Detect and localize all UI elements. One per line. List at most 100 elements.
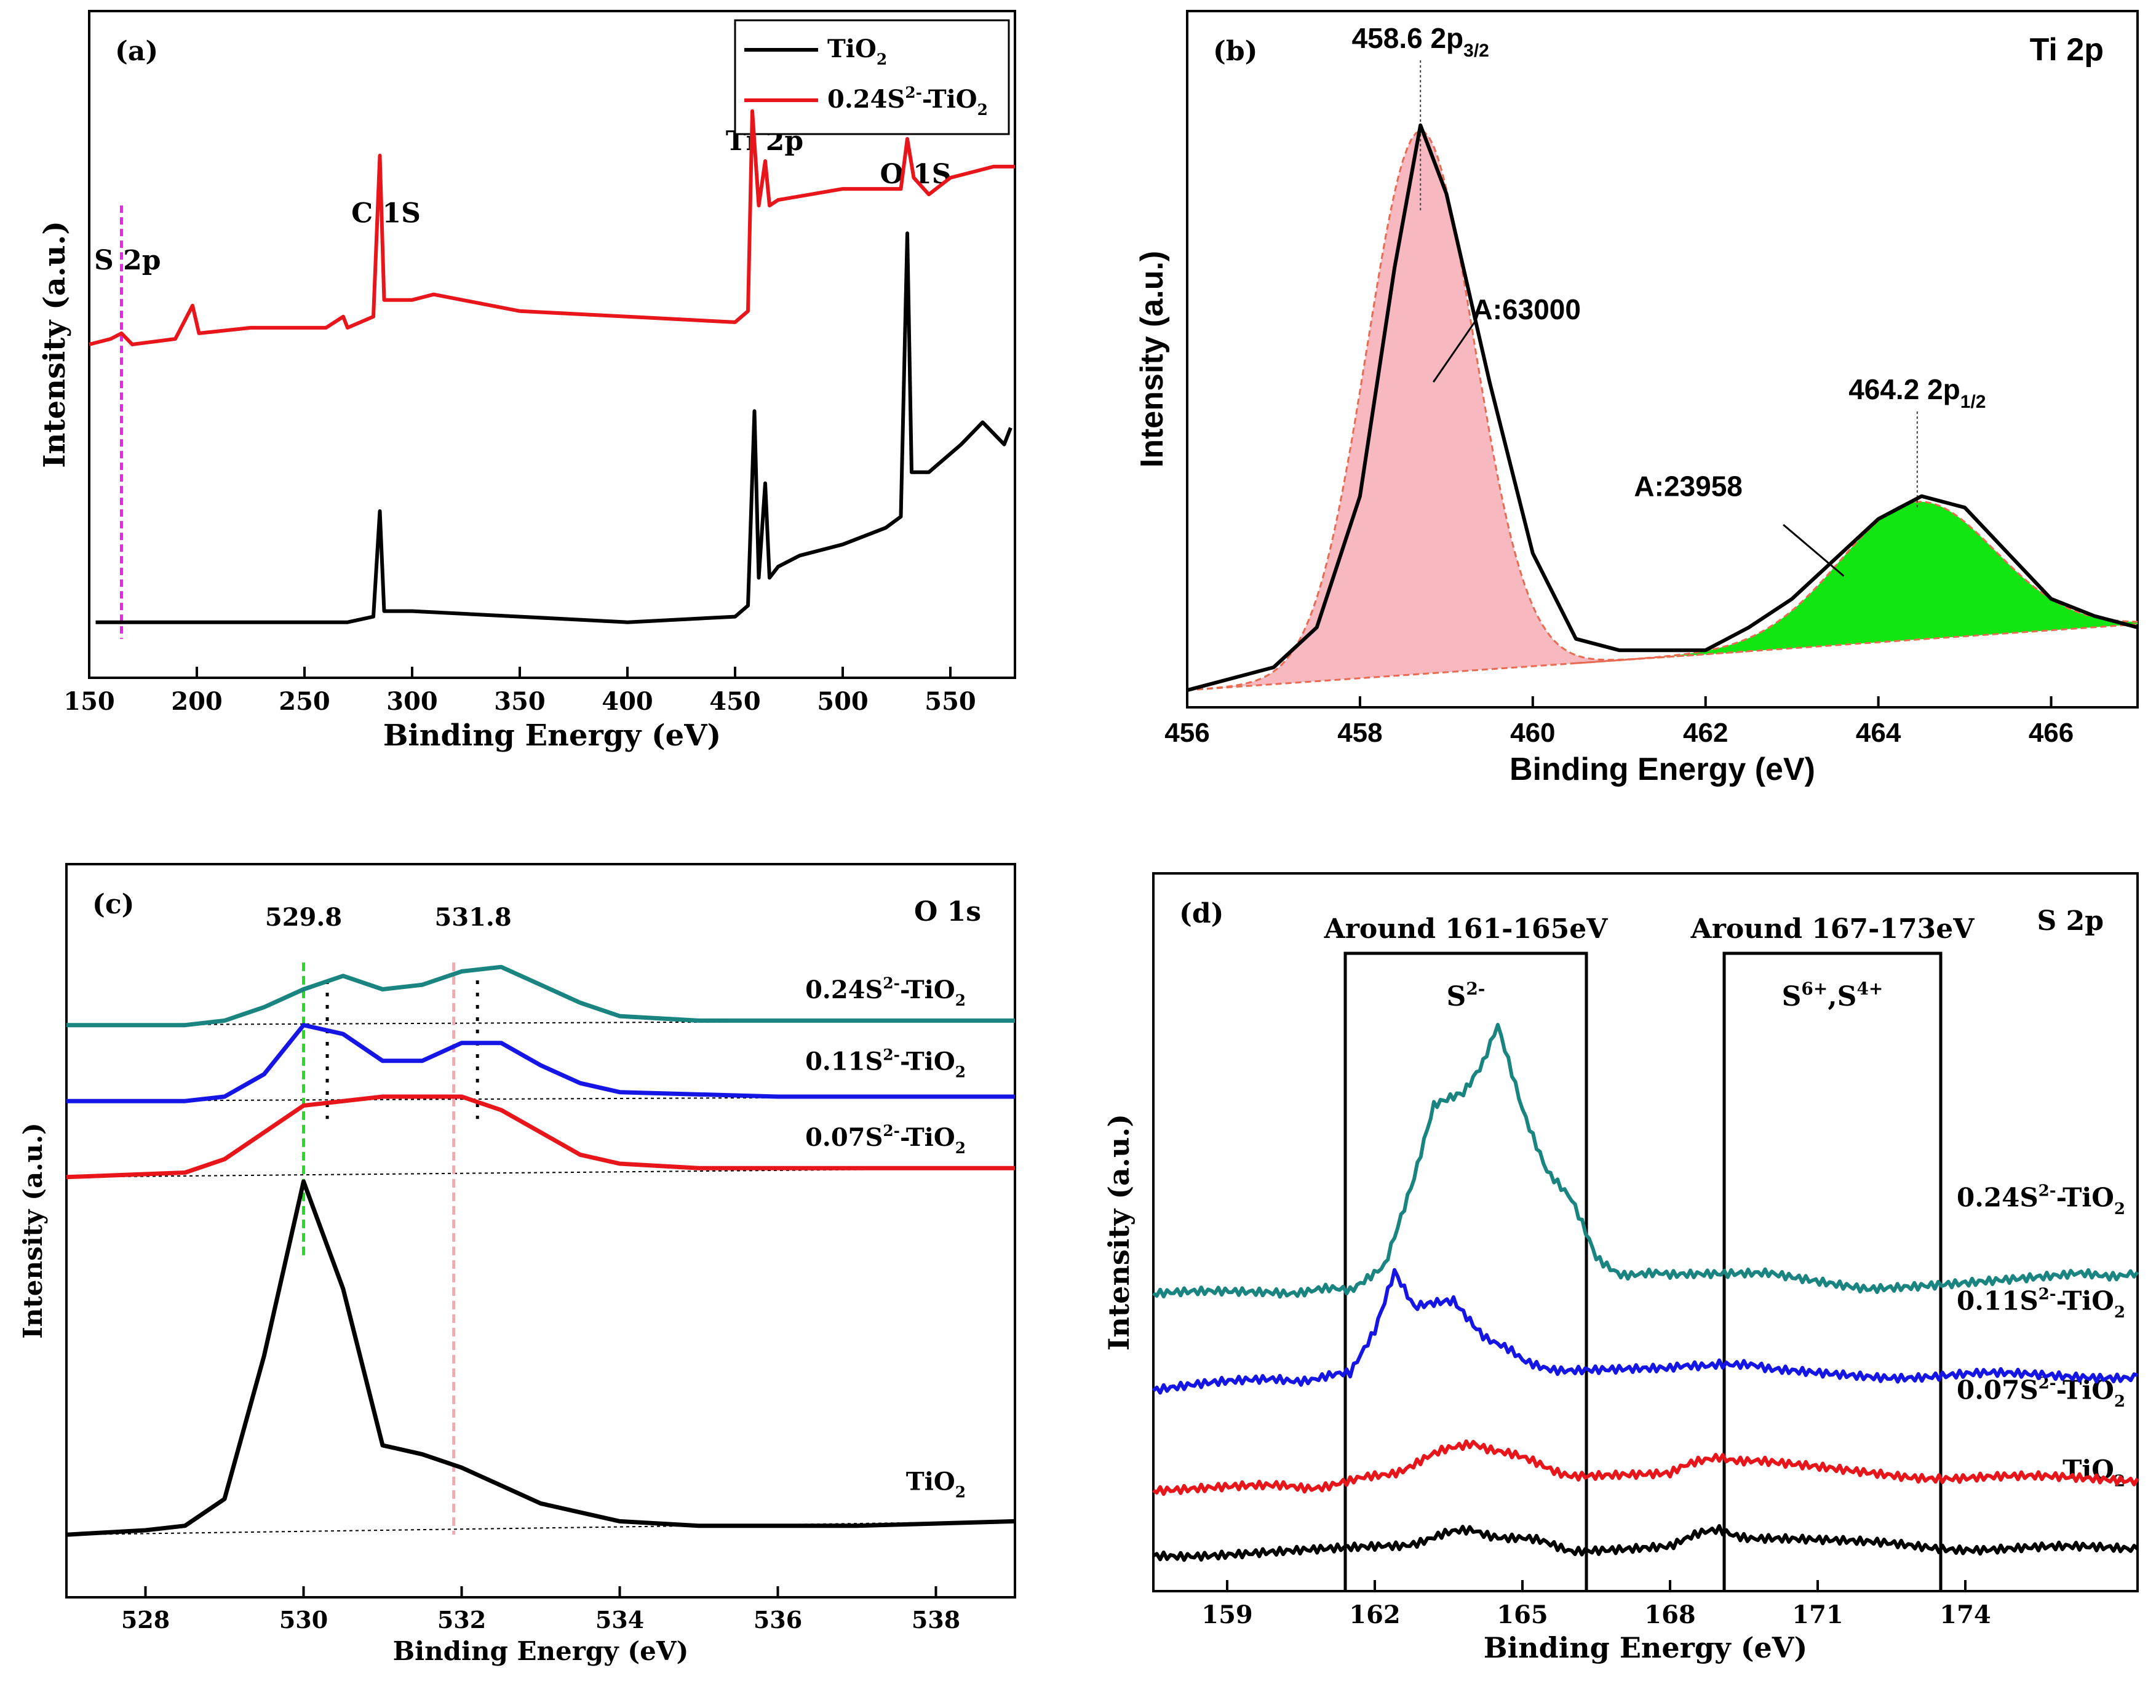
series-line — [66, 1023, 1015, 1103]
x-tick-label: 171 — [1792, 1600, 1844, 1629]
x-tick-label: 500 — [817, 687, 869, 716]
x-tick-label: 550 — [925, 687, 976, 716]
plot-frame — [65, 863, 1016, 1599]
label-mid: -TiO — [2056, 1183, 2114, 1213]
label-pre: 0.07S — [1957, 1375, 2039, 1405]
peak-position-label: 529.8 — [265, 903, 342, 932]
x-tick-label: 462 — [1683, 718, 1728, 748]
area-pointer — [1783, 523, 1845, 577]
region-ion: S2- — [1447, 979, 1486, 1012]
label-pre: 0.11S — [805, 1047, 883, 1076]
series-line — [66, 1094, 1015, 1180]
ion-sup: 6+ — [1801, 979, 1828, 999]
label-sub: 2 — [955, 991, 966, 1009]
legend-label: 0.24S2--TiO2 — [827, 84, 988, 119]
label-mid: -TiO — [2056, 1285, 2114, 1316]
x-tick-label: 466 — [2029, 718, 2074, 748]
series-label: 0.11S2--TiO2 — [805, 1046, 966, 1081]
series-label: 0.24S2--TiO2 — [805, 974, 966, 1009]
label-mid: -TiO — [900, 975, 955, 1004]
y-axis-label: Intensity (a.u.) — [1134, 251, 1170, 467]
legend-box — [734, 19, 1010, 135]
x-axis-label: Binding Energy (eV) — [1510, 752, 1815, 787]
label-sub: 2 — [955, 1484, 966, 1501]
x-tick-label: 165 — [1497, 1600, 1548, 1629]
y-axis-label: Intensity (a.u.) — [18, 1122, 48, 1339]
label-sub: 2 — [877, 50, 887, 68]
region-ion: S6+,S4+ — [1782, 979, 1884, 1012]
x-tick-label: 534 — [595, 1606, 644, 1634]
label-sup: 2- — [2039, 1285, 2056, 1304]
area-label: A:23958 — [1634, 471, 1742, 502]
series-label: 0.07S2--TiO2 — [1957, 1374, 2125, 1410]
peak-label: 458.6 2p3/2 — [1352, 22, 1489, 61]
series-line — [66, 964, 1015, 1028]
series-label: 0.07S2--TiO2 — [805, 1122, 966, 1157]
ion-base: S — [1447, 981, 1466, 1012]
ion-sup: 4+ — [1856, 979, 1883, 999]
label-sub: 2 — [2114, 1200, 2125, 1218]
x-tick-label: 530 — [279, 1606, 328, 1634]
peak-annotation: C 1S — [351, 197, 421, 229]
x-tick-label: 532 — [437, 1606, 486, 1634]
y-axis-label: Intensity (a.u.) — [1102, 1114, 1136, 1351]
panel-label: (d) — [1179, 898, 1223, 929]
label-sub: 2 — [955, 1063, 966, 1081]
x-axis-label: Binding Energy (eV) — [1484, 1631, 1807, 1664]
peak-fit — [1187, 130, 1749, 691]
series-line — [95, 231, 1012, 624]
panel-b: 456 458 460 462 464 466 Binding Energy (eV) Int… — [1134, 10, 2139, 787]
x-tick-label: 300 — [386, 687, 438, 716]
label-sup: 2- — [2039, 1182, 2056, 1201]
series-label: TiO2 — [906, 1468, 966, 1501]
ion-sup: 2- — [1466, 979, 1485, 999]
ion-base: ,S — [1828, 981, 1856, 1012]
peak-label-sub: 3/2 — [1463, 41, 1489, 61]
panel-title: Ti 2p — [2030, 32, 2104, 68]
ion-base: S — [1782, 981, 1802, 1012]
region-bracket — [1343, 951, 1588, 1591]
x-axis-label: Binding Energy (eV) — [393, 1636, 689, 1666]
x-tick-label: 200 — [171, 687, 223, 716]
x-axis-label: Binding Energy (eV) — [383, 718, 721, 753]
peak-fill — [1187, 130, 1749, 691]
label-pre: 0.24S — [827, 85, 905, 114]
area-pointer — [1433, 319, 1478, 383]
x-tick-label: 464 — [1856, 718, 1901, 748]
x-tick-label: 536 — [754, 1606, 802, 1634]
plot-frame — [1186, 10, 2139, 709]
x-tick-label: 150 — [63, 687, 115, 716]
x-tick-label: 174 — [1939, 1600, 1991, 1629]
label-sub: 2 — [2114, 1392, 2125, 1411]
peak-fill — [1576, 501, 2138, 664]
label-pre: 0.24S — [1957, 1183, 2039, 1213]
label-pre: 0.07S — [805, 1123, 883, 1152]
plot-frame — [1152, 872, 2139, 1592]
label-sup: 2- — [883, 1046, 900, 1063]
x-tick-label: 400 — [602, 687, 653, 716]
peak-label: 464.2 2p1/2 — [1848, 373, 1986, 412]
label-sup: 2- — [905, 84, 922, 101]
x-tick-label: 162 — [1349, 1600, 1401, 1629]
x-tick-label: 168 — [1644, 1600, 1696, 1629]
label-sub: 2 — [2114, 1303, 2125, 1322]
label-mid: -TiO — [922, 85, 977, 114]
series-baseline — [66, 1020, 1016, 1026]
label-mid: -TiO — [900, 1123, 955, 1152]
series-baseline — [66, 1520, 1016, 1536]
label-pre: 0.24S — [805, 975, 883, 1004]
label-mid: -TiO — [900, 1047, 955, 1076]
x-tick-label: 350 — [494, 687, 546, 716]
series-line — [89, 109, 1015, 346]
panel-label: (c) — [92, 889, 134, 920]
label-sup: 2- — [883, 974, 900, 992]
panel-a: 150 200 250 300 350 400 450 500 550 Binding Energ… — [38, 10, 1016, 753]
peak-position-label: 531.8 — [434, 903, 511, 932]
series-line — [66, 1179, 1016, 1537]
x-tick-label: 458 — [1337, 718, 1382, 748]
x-tick-label: 528 — [121, 1606, 170, 1634]
x-tick-label: 250 — [279, 687, 330, 716]
series-label: 0.24S2--TiO2 — [1957, 1182, 2125, 1218]
series-baseline — [66, 1167, 1016, 1178]
